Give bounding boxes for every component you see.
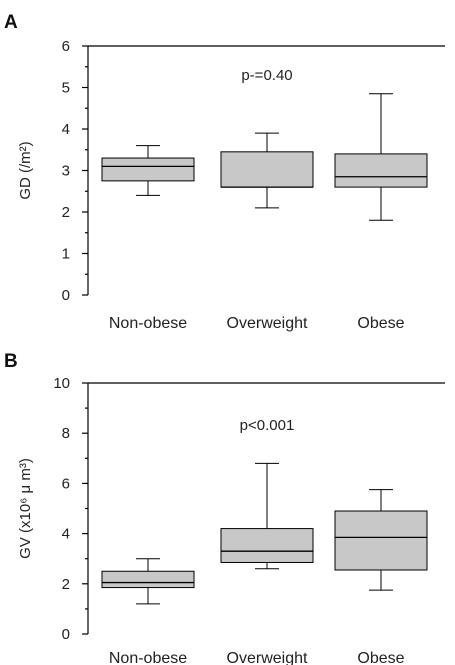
y-tick-label: 6	[62, 38, 70, 55]
category-label: Obese	[357, 315, 404, 332]
p-value-annotation: p-=0.40	[241, 67, 292, 84]
iqr-box	[220, 528, 314, 563]
y-tick-label: 4	[62, 121, 70, 138]
y-tick-label: 4	[62, 526, 70, 543]
iqr-box	[101, 570, 195, 589]
panel-label-a: A	[4, 12, 18, 33]
category-label: Obese	[357, 650, 404, 665]
y-tick-label: 0	[62, 287, 70, 304]
y-tick-label: 5	[62, 80, 70, 97]
y-tick-label: 2	[62, 576, 70, 593]
y-tick-label: 0	[62, 626, 70, 643]
y-tick-label: 3	[62, 163, 70, 180]
iqr-box	[334, 510, 428, 571]
category-label: Overweight	[227, 315, 308, 332]
y-tick-label: 8	[62, 425, 70, 442]
y-tick-label: 10	[53, 375, 70, 392]
iqr-box	[334, 153, 428, 188]
category-label: Non-obese	[109, 650, 187, 665]
y-axis-label: GD (/m²)	[17, 141, 34, 199]
p-value-annotation: p<0.001	[240, 417, 295, 434]
category-label: Overweight	[227, 650, 308, 665]
iqr-box	[220, 151, 314, 188]
y-tick-label: 1	[62, 246, 70, 263]
category-label: Non-obese	[109, 315, 187, 332]
boxplot-chart-a: 0 1 2 3 4 5 6 GD (/m²) p-=0.40 Non-obese Overweigh…	[17, 38, 445, 332]
panel-label-b: B	[4, 351, 18, 372]
y-tick-label: 6	[62, 475, 70, 492]
y-tick-label: 2	[62, 204, 70, 221]
y-axis-label: GV (x10⁶ μ m³)	[17, 458, 34, 559]
iqr-box	[101, 157, 195, 182]
